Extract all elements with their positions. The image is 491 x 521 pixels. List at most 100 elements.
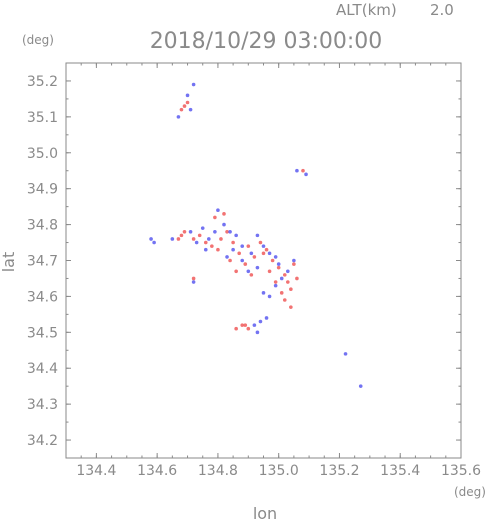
data-point — [182, 229, 187, 234]
data-point — [203, 240, 208, 245]
y-tick-label: 34.7 — [27, 254, 58, 270]
data-point — [152, 240, 156, 245]
data-point — [258, 240, 263, 245]
data-point — [231, 240, 235, 245]
altitude-value: 2.0 — [430, 1, 454, 19]
data-point — [267, 269, 272, 274]
data-point — [222, 212, 226, 216]
data-point — [276, 262, 281, 266]
data-point — [249, 273, 254, 277]
data-point — [264, 316, 269, 320]
data-point — [176, 115, 181, 119]
data-point — [213, 215, 217, 220]
y-tick-label: 35.1 — [27, 110, 58, 126]
x-tick-label: 135.2 — [319, 463, 359, 479]
data-point — [255, 265, 260, 270]
data-point — [188, 107, 193, 112]
altitude-label: ALT(km) — [336, 1, 397, 19]
data-point — [170, 237, 175, 241]
data-point — [252, 323, 257, 327]
y-tick-label: 34.3 — [27, 397, 58, 413]
data-point — [289, 305, 293, 309]
data-point — [295, 168, 299, 173]
y-tick-label: 34.4 — [27, 361, 58, 377]
x-tick-label: 135.0 — [259, 463, 299, 479]
axis-ticks: 134.4 134.6 134.8 135.0 135.2 135.4 135.6 34.2 3… — [27, 62, 481, 479]
data-point — [267, 294, 272, 299]
data-point — [210, 244, 214, 248]
data-point — [179, 107, 184, 112]
data-point — [286, 269, 290, 274]
x-axis-label: lon — [253, 504, 277, 521]
data-points — [149, 82, 363, 388]
y-tick-label: 34.6 — [27, 289, 58, 305]
data-point — [191, 82, 196, 87]
plot-frame — [65, 62, 462, 459]
data-point — [240, 258, 245, 263]
data-point — [286, 280, 290, 284]
data-point — [176, 237, 181, 241]
data-point — [182, 104, 187, 108]
data-point — [246, 244, 251, 248]
data-point — [261, 244, 266, 248]
data-point — [185, 100, 190, 105]
data-point — [358, 384, 363, 388]
y-tick-label: 35.2 — [27, 74, 58, 90]
data-point — [255, 330, 260, 335]
data-point — [249, 251, 254, 256]
data-point — [240, 323, 245, 327]
data-point — [234, 269, 238, 274]
data-point — [301, 168, 305, 173]
data-point — [240, 244, 245, 248]
data-point — [267, 251, 272, 256]
data-point — [225, 255, 229, 259]
data-point — [279, 291, 284, 295]
x-unit-label: (deg) — [454, 485, 486, 499]
data-point — [264, 247, 269, 252]
data-point — [231, 247, 235, 252]
data-point — [243, 262, 248, 266]
data-point — [246, 326, 251, 331]
data-point — [228, 258, 232, 263]
data-point — [203, 247, 208, 252]
data-point — [222, 222, 226, 227]
data-point — [191, 237, 196, 241]
data-point — [292, 258, 296, 263]
data-point — [258, 319, 263, 324]
x-tick-label: 134.4 — [76, 463, 116, 479]
data-point — [282, 273, 287, 277]
y-tick-label: 34.5 — [27, 325, 58, 341]
data-point — [295, 276, 299, 281]
data-point — [255, 233, 260, 238]
x-tick-label: 135.6 — [441, 463, 481, 479]
data-point — [194, 240, 199, 245]
data-point — [289, 287, 293, 292]
data-point — [179, 233, 184, 238]
x-tick-label: 134.8 — [198, 463, 238, 479]
data-point — [276, 265, 281, 270]
data-point — [228, 229, 232, 234]
data-point — [234, 233, 238, 238]
y-unit-label: (deg) — [22, 33, 54, 47]
y-axis-label: lat — [0, 252, 18, 273]
data-point — [197, 233, 202, 238]
data-point — [216, 208, 220, 213]
chart-title: 2018/10/29 03:00:00 — [150, 29, 383, 54]
data-point — [282, 298, 287, 302]
y-tick-label: 34.8 — [27, 218, 58, 234]
data-point — [270, 258, 275, 263]
data-point — [246, 269, 251, 274]
data-point — [252, 255, 257, 259]
y-tick-label: 35.0 — [27, 146, 58, 162]
data-point — [219, 237, 223, 241]
data-point — [149, 237, 153, 241]
data-point — [273, 280, 278, 284]
data-point — [237, 251, 241, 256]
data-point — [225, 229, 229, 234]
x-tick-label: 135.4 — [380, 463, 420, 479]
data-point — [191, 280, 196, 284]
data-point — [261, 251, 266, 256]
x-tick-label: 134.6 — [137, 463, 177, 479]
data-point — [207, 237, 211, 241]
